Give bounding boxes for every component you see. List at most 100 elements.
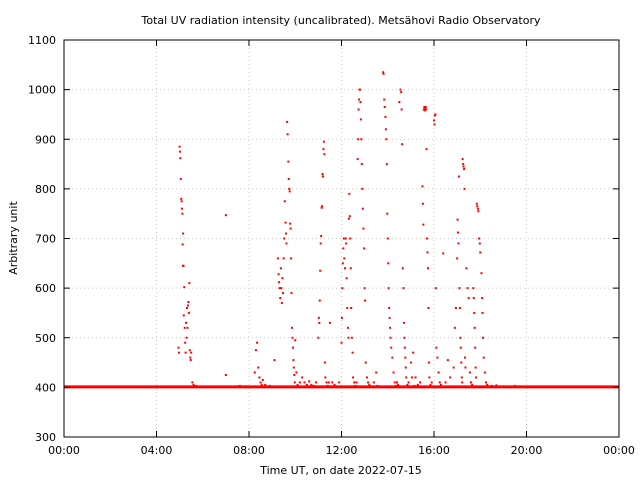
data-point bbox=[238, 384, 241, 387]
data-point bbox=[346, 326, 349, 329]
data-point bbox=[288, 190, 291, 193]
data-point bbox=[317, 316, 320, 319]
data-point bbox=[180, 207, 183, 210]
data-point bbox=[344, 237, 347, 240]
data-point bbox=[280, 287, 283, 290]
data-point bbox=[345, 242, 348, 245]
data-point bbox=[361, 187, 364, 190]
data-point bbox=[312, 384, 315, 387]
y-axis-ticks: 300 400 500 600 700 800 900 1000 1100 bbox=[28, 34, 619, 444]
data-point bbox=[482, 336, 485, 339]
data-point bbox=[185, 336, 188, 339]
data-point bbox=[459, 336, 462, 339]
data-point bbox=[343, 257, 346, 260]
data-point bbox=[318, 299, 321, 302]
data-point bbox=[183, 326, 186, 329]
y-tick-label: 800 bbox=[35, 183, 56, 196]
data-point bbox=[397, 383, 400, 386]
data-point bbox=[318, 321, 321, 324]
data-point bbox=[394, 384, 397, 387]
data-point bbox=[177, 346, 180, 349]
data-point bbox=[359, 88, 361, 91]
data-point bbox=[294, 339, 297, 342]
data-point bbox=[382, 72, 385, 75]
data-point bbox=[412, 351, 415, 354]
data-point bbox=[424, 105, 427, 108]
data-point bbox=[338, 381, 341, 384]
data-point bbox=[181, 243, 184, 246]
data-point bbox=[185, 321, 188, 324]
data-point bbox=[376, 384, 379, 387]
data-point bbox=[361, 207, 364, 210]
data-point bbox=[308, 380, 311, 383]
data-point bbox=[189, 356, 192, 359]
data-point bbox=[421, 185, 424, 188]
data-point bbox=[285, 242, 288, 245]
data-point bbox=[192, 383, 195, 386]
data-point bbox=[180, 200, 183, 203]
data-point bbox=[457, 231, 460, 234]
data-point bbox=[182, 232, 185, 235]
data-point bbox=[340, 316, 343, 319]
data-point bbox=[186, 326, 189, 329]
data-point bbox=[383, 98, 386, 101]
data-point bbox=[392, 371, 395, 374]
data-point bbox=[403, 346, 406, 349]
data-point bbox=[407, 381, 410, 384]
data-point bbox=[481, 311, 484, 314]
data-point bbox=[370, 385, 373, 388]
data-point bbox=[414, 376, 417, 379]
data-point bbox=[411, 376, 414, 379]
data-point bbox=[347, 217, 350, 220]
data-point bbox=[347, 336, 350, 339]
data-point bbox=[457, 242, 460, 245]
data-point bbox=[475, 376, 478, 379]
data-point bbox=[416, 383, 419, 386]
data-point bbox=[433, 119, 435, 122]
data-point bbox=[453, 326, 456, 329]
data-point bbox=[468, 371, 471, 374]
chart-title: Total UV radiation intensity (uncalibrat… bbox=[141, 14, 541, 27]
data-point bbox=[405, 376, 408, 379]
data-point bbox=[283, 200, 286, 203]
data-point bbox=[326, 384, 329, 387]
data-point bbox=[290, 292, 293, 295]
data-point bbox=[317, 336, 320, 339]
data-point bbox=[352, 376, 355, 379]
data-point bbox=[285, 232, 287, 235]
data-point bbox=[463, 168, 466, 171]
data-point bbox=[401, 267, 404, 270]
data-point bbox=[257, 366, 260, 369]
data-point bbox=[478, 237, 481, 240]
plot-area-frame bbox=[63, 39, 620, 438]
data-point bbox=[293, 373, 296, 376]
data-point bbox=[342, 237, 345, 240]
data-point bbox=[286, 120, 289, 123]
data-point bbox=[364, 361, 367, 364]
x-tick-label: 20:00 bbox=[511, 444, 543, 457]
data-point bbox=[490, 384, 493, 387]
data-point bbox=[462, 165, 465, 168]
data-point bbox=[178, 145, 181, 148]
data-point bbox=[396, 381, 398, 384]
data-point bbox=[333, 383, 336, 386]
data-point bbox=[513, 384, 516, 387]
data-point bbox=[301, 376, 304, 379]
data-point bbox=[389, 326, 392, 329]
data-point bbox=[261, 378, 264, 381]
data-point bbox=[187, 311, 190, 314]
data-point bbox=[286, 133, 289, 136]
data-point bbox=[358, 98, 361, 101]
data-point bbox=[354, 384, 357, 387]
y-axis-label: Arbitrary unit bbox=[7, 201, 20, 275]
data-point bbox=[289, 227, 292, 230]
y-tick-label: 300 bbox=[35, 431, 56, 444]
data-point bbox=[444, 381, 447, 384]
data-point bbox=[429, 383, 432, 386]
data-point bbox=[357, 138, 360, 141]
data-point bbox=[359, 101, 362, 104]
data-point bbox=[350, 336, 353, 339]
data-point bbox=[434, 113, 437, 116]
data-point bbox=[425, 108, 428, 111]
data-point bbox=[467, 297, 470, 300]
